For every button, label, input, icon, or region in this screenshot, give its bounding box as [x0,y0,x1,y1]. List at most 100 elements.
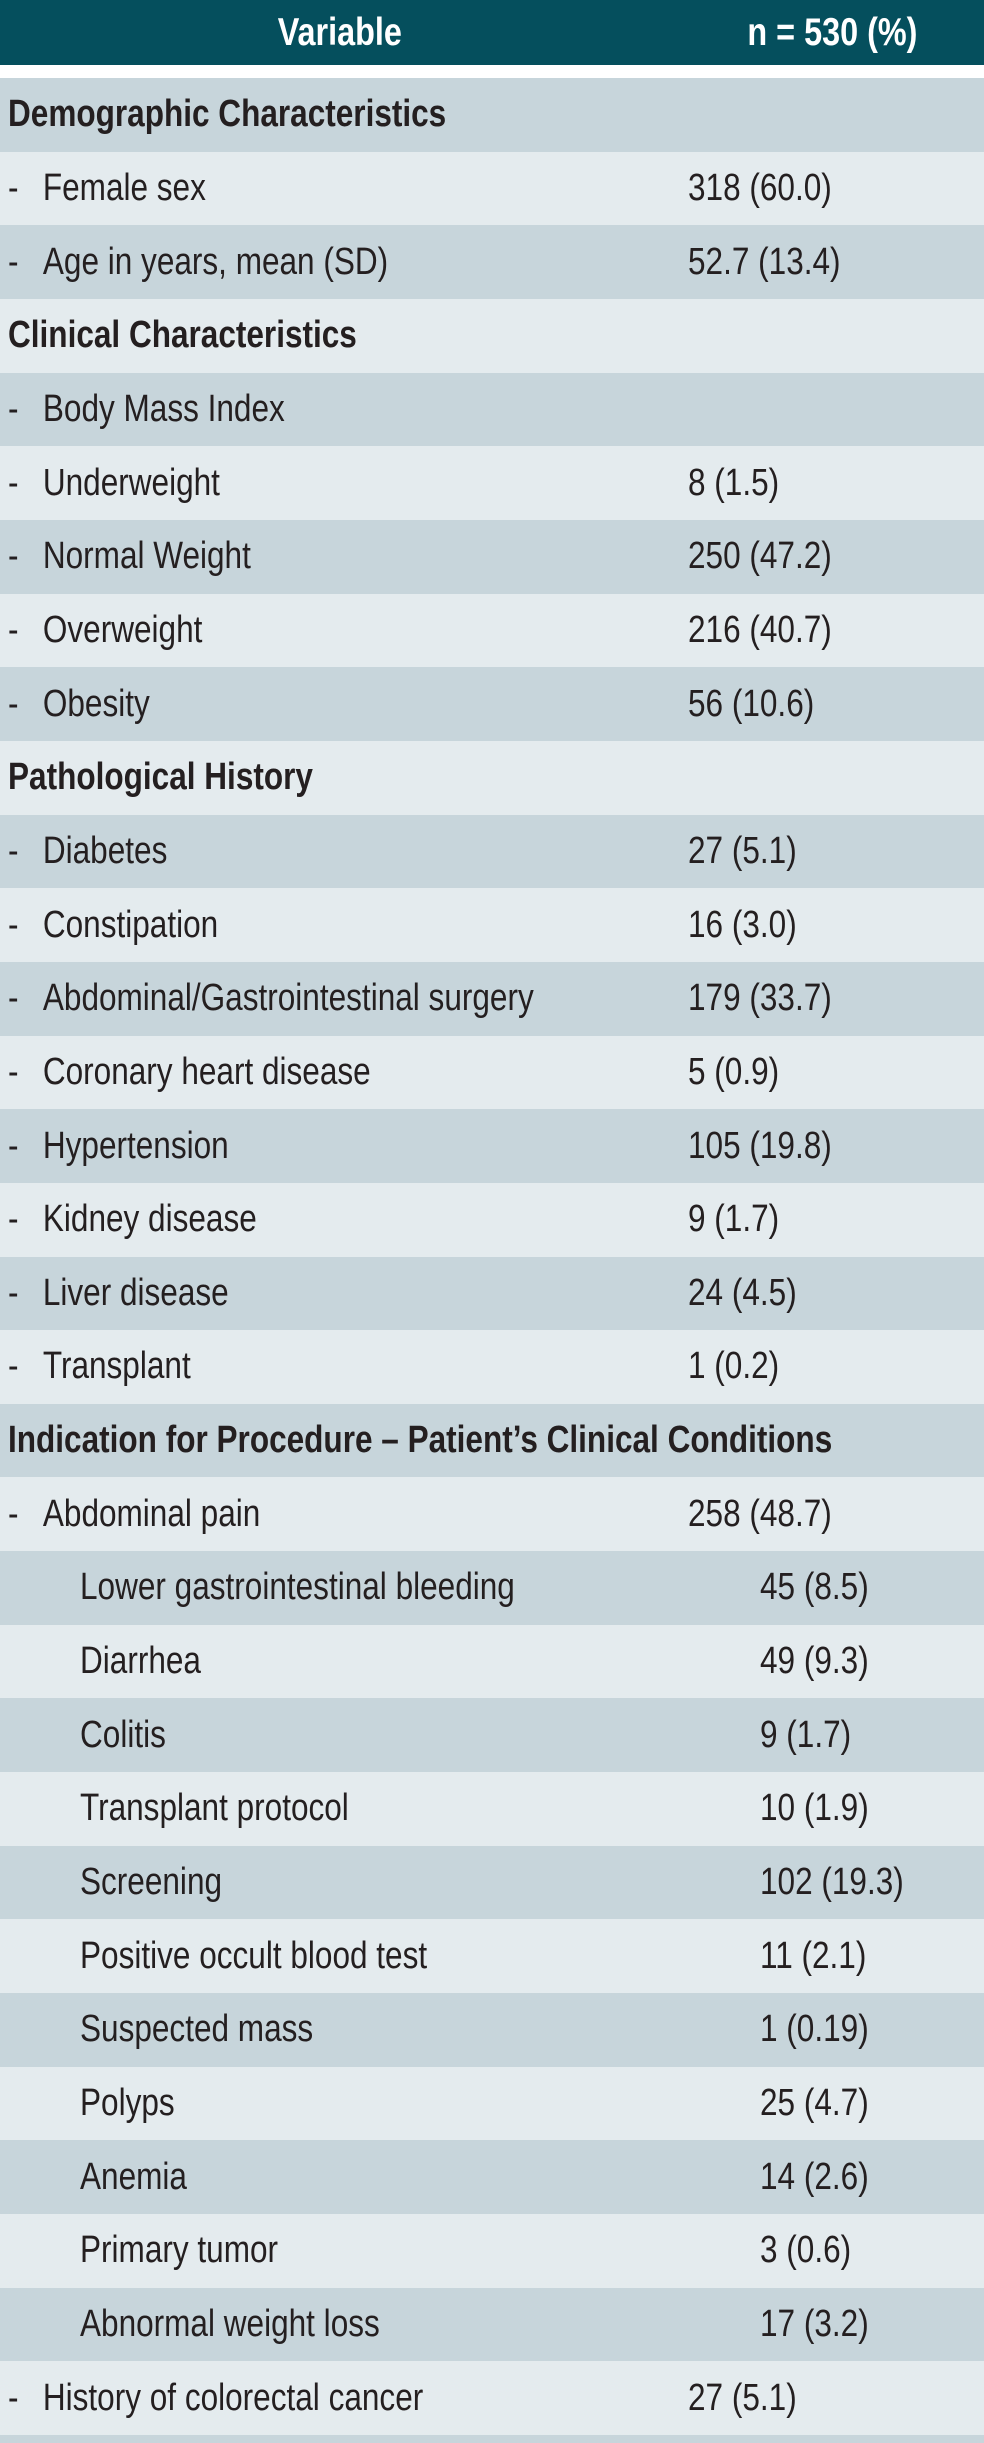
variable-cell: Pathological History [0,756,688,799]
table-subrow: Suspected mass 1 (0.19) [0,1993,984,2067]
row-label: Polyps [80,2082,175,2125]
row-value: 25 (4.7) [760,2082,869,2125]
table-subrow: Positive occult blood test 11 (2.1) [0,1919,984,1994]
row-value: 1 (0.2) [688,1345,780,1388]
section-row: Indication for Procedure – Patient’s Cli… [0,1403,984,1478]
row-value: 27 (5.1) [688,829,797,872]
header-cell-count: n = 530 (%) [680,0,984,65]
table-row: - Abdominal/Gastrointestinal surgery 179 … [0,961,984,1036]
value-cell: 49 (9.3) [760,1640,984,1683]
dash-mark: - [8,1345,19,1388]
variable-cell: - Abdominal/Gastrointestinal surgery [0,977,688,1020]
header-gap [0,65,984,78]
row-label: Positive occult blood test [80,1934,428,1977]
variable-cell: Suspected mass [0,2008,760,2051]
value-cell [688,93,984,136]
variable-cell: - Obesity [0,683,688,726]
value-cell: 10 (1.9) [760,1787,984,1830]
header-count-label: n = 530 (%) [746,10,917,54]
row-label: Suspected mass [80,2008,314,2051]
variable-cell: Diarrhea [0,1640,760,1683]
value-cell: 27 (5.1) [688,2377,984,2420]
row-value: 250 (47.2) [688,535,832,578]
value-cell [688,314,984,357]
table-body: Demographic Characteristics - Female sex … [0,78,984,2435]
row-value: 102 (19.3) [760,1861,904,1904]
value-cell: 179 (33.7) [688,977,984,1020]
table-subrow: Polyps 25 (4.7) [0,2066,984,2141]
variable-cell: Lower gastrointestinal bleeding [0,1566,760,1609]
table-row: - History of colorectal cancer 27 (5.1) [0,2361,984,2435]
value-cell: 45 (8.5) [760,1566,984,1609]
dash-mark: - [8,387,19,430]
header-cell-variable: Variable [0,0,680,65]
row-value: 16 (3.0) [688,903,797,946]
row-value: 27 (5.1) [688,2376,797,2419]
row-label: Diarrhea [80,1640,201,1683]
section-row: Pathological History [0,740,984,815]
row-value: 3 (0.6) [760,2229,852,2272]
variable-cell: - Transplant [0,1345,688,1388]
dash-mark: - [8,608,19,651]
row-label: Constipation [42,903,219,946]
section-row: Clinical Characteristics [0,298,984,373]
value-cell: 250 (47.2) [688,535,984,578]
dash-mark: - [8,2376,19,2419]
row-value: 258 (48.7) [688,1492,832,1535]
table-subrow: Lower gastrointestinal bleeding 45 (8.5) [0,1551,984,1625]
variable-cell: - Body Mass Index [0,388,688,431]
table-row: - Overweight 216 (40.7) [0,593,984,668]
variable-cell: Screening [0,1861,760,1904]
row-label: Transplant [42,1345,191,1388]
row-label: Body Mass Index [42,387,285,430]
variable-cell: Anemia [0,2156,760,2199]
table-row: - Obesity 56 (10.6) [0,667,984,741]
variable-cell: - Liver disease [0,1272,688,1315]
row-label: Diabetes [42,829,168,872]
table-row: - Abdominal pain 258 (48.7) [0,1477,984,1552]
row-label: Pathological History [8,756,313,799]
row-label: Primary tumor [80,2229,279,2272]
dash-mark: - [8,535,19,578]
dash-mark: - [8,903,19,946]
value-cell: 11 (2.1) [760,1935,984,1978]
row-label: Underweight [42,461,220,504]
variable-cell: - Underweight [0,462,688,505]
variable-cell: Indication for Procedure – Patient’s Cli… [0,1419,832,1462]
variable-cell: Positive occult blood test [0,1935,760,1978]
row-value: 52.7 (13.4) [688,240,841,283]
variable-cell: - Diabetes [0,830,688,873]
value-cell: 52.7 (13.4) [688,241,984,284]
variable-cell: - Abdominal pain [0,1493,688,1536]
dash-mark: - [8,1124,19,1167]
dash-mark: - [8,1492,19,1535]
table-row: - Underweight 8 (1.5) [0,446,984,520]
row-value: 45 (8.5) [760,1566,869,1609]
row-label: Female sex [42,166,206,209]
table-row: - Age in years, mean (SD) 52.7 (13.4) [0,225,984,299]
value-cell: 258 (48.7) [688,1493,984,1536]
row-label: Transplant protocol [80,1787,349,1830]
variable-cell: Demographic Characteristics [0,93,688,136]
row-label: Colitis [80,1713,166,1756]
variable-cell: Colitis [0,1714,760,1757]
row-value: 24 (4.5) [688,1271,797,1314]
dash-mark: - [8,1271,19,1314]
table-header-row: Variable n = 530 (%) [0,0,984,65]
variable-cell: Abnormal weight loss [0,2303,760,2346]
value-cell: 24 (4.5) [688,1272,984,1315]
row-label: Obesity [42,682,150,725]
row-value: 14 (2.6) [760,2155,869,2198]
table-row: - Constipation 16 (3.0) [0,888,984,962]
variable-cell: Transplant protocol [0,1787,760,1830]
variable-cell: - Hypertension [0,1125,688,1168]
row-label: Hypertension [42,1124,229,1167]
row-label: Lower gastrointestinal bleeding [80,1566,515,1609]
table-row: - Kidney disease 9 (1.7) [0,1182,984,1257]
table-row: - Body Mass Index [0,372,984,447]
variable-cell: - Normal Weight [0,535,688,578]
variable-cell: - History of colorectal cancer [0,2377,688,2420]
row-label: Screening [80,1861,223,1904]
variable-cell: Polyps [0,2082,760,2125]
